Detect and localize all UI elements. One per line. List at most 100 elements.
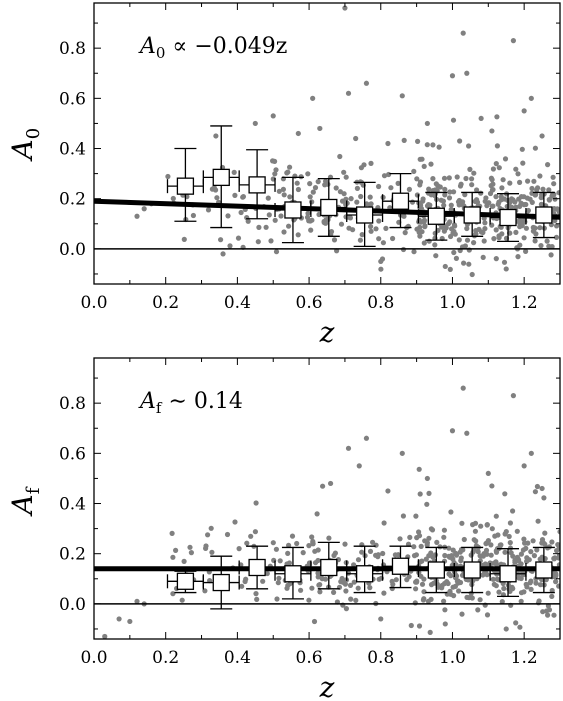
scatter-point xyxy=(417,224,423,230)
scatter-point xyxy=(515,171,521,177)
scatter-point xyxy=(535,518,541,524)
scatter-point xyxy=(480,229,486,236)
scatter-point-outlier xyxy=(460,30,466,36)
scatter-point xyxy=(460,547,466,553)
scatter-point xyxy=(528,549,534,555)
scatter-point xyxy=(208,525,214,531)
bottom-panel-af: 0.0 0.2 0.4 0.6 0.8 1.0 1.20.00.20.40.60.8zAfA… xyxy=(6,357,561,701)
scatter-point-outlier xyxy=(310,95,316,101)
scatter-point xyxy=(463,175,469,182)
y-axis-label-subscript: f xyxy=(23,486,44,494)
scatter-point xyxy=(388,185,394,191)
scatter-point-outlier xyxy=(345,90,352,96)
x-tick-label: 1.2 xyxy=(511,293,538,313)
scatter-point xyxy=(513,166,519,172)
scatter-point xyxy=(493,161,499,167)
scatter-point xyxy=(485,590,491,596)
scatter-point xyxy=(472,520,479,526)
scatter-point xyxy=(343,588,349,594)
scatter-point xyxy=(414,578,420,584)
scatter-point xyxy=(551,555,557,562)
scatter-point xyxy=(464,237,471,243)
scatter-point xyxy=(309,585,315,591)
scatter-point xyxy=(397,536,403,542)
scatter-point xyxy=(188,550,194,556)
scatter-point xyxy=(424,542,430,548)
scatter-point xyxy=(236,546,242,552)
scatter-point xyxy=(353,597,359,604)
scatter-point xyxy=(308,227,314,233)
scatter-point xyxy=(393,577,399,583)
scatter-point xyxy=(531,553,538,559)
axes-frame xyxy=(93,2,561,285)
y-axis-label-var: A xyxy=(6,494,39,517)
scatter-point xyxy=(448,509,454,515)
scatter-point xyxy=(474,187,480,193)
scatter-point xyxy=(545,612,551,618)
scatter-point xyxy=(358,165,364,171)
scatter-point xyxy=(205,207,212,213)
scatter-point xyxy=(348,196,354,202)
scatter-point xyxy=(469,176,475,182)
scatter-point xyxy=(300,550,306,556)
scatter-point xyxy=(272,217,278,223)
scatter-point-outlier xyxy=(528,95,534,101)
scatter-point xyxy=(518,194,525,200)
scatter-point xyxy=(456,197,462,204)
scatter-point xyxy=(254,596,260,603)
scatter-point-outlier xyxy=(220,251,226,257)
scatter-point xyxy=(209,186,215,192)
scatter-point-outlier xyxy=(252,120,258,127)
scatter-point xyxy=(354,199,360,205)
y-tick-label: 0.6 xyxy=(59,89,86,109)
binned-mean-marker xyxy=(212,168,230,187)
scatter-point xyxy=(255,239,261,245)
annotation-relation: ∝ −0.049z xyxy=(165,34,287,59)
scatter-point xyxy=(306,543,312,549)
scatter-point xyxy=(231,169,237,175)
scatter-point xyxy=(375,554,381,560)
scatter-point xyxy=(549,593,555,600)
scatter-point xyxy=(260,578,266,584)
scatter-point xyxy=(348,596,354,602)
scatter-point xyxy=(522,540,528,546)
scatter-point xyxy=(326,535,332,541)
scatter-point xyxy=(368,160,374,166)
annotation-relation: ∼ 0.14 xyxy=(161,389,242,414)
scatter-point xyxy=(373,542,379,548)
scatter-point xyxy=(426,490,432,496)
scatter-point xyxy=(311,618,318,625)
y-axis-label: Af xyxy=(6,486,44,517)
scatter-point xyxy=(481,238,487,244)
scatter-point xyxy=(310,541,316,547)
scatter-point xyxy=(232,519,238,525)
scatter-point xyxy=(418,543,424,550)
scatter-point-outlier xyxy=(342,5,348,11)
top-panel-a0: 0.0 0.2 0.4 0.6 0.8 1.0 1.20.00.20.40.60.8zA0A… xyxy=(6,2,561,349)
scatter-point xyxy=(554,223,560,229)
scatter-point xyxy=(506,533,512,540)
scatter-point xyxy=(445,580,451,587)
scatter-point xyxy=(351,579,357,585)
scatter-point-outlier xyxy=(295,130,301,137)
scatter-point xyxy=(314,511,320,517)
scatter-point xyxy=(423,556,429,562)
scatter-point xyxy=(280,186,286,192)
scatter-point xyxy=(342,581,348,587)
scatter-point xyxy=(441,527,447,533)
scatter-point xyxy=(545,162,551,168)
scatter-point xyxy=(432,242,438,248)
scatter-point xyxy=(376,218,382,224)
scatter-point xyxy=(274,596,280,602)
scatter-point xyxy=(483,541,489,547)
x-axis-label: z xyxy=(319,316,335,349)
scatter-point xyxy=(499,185,505,191)
scatter-point xyxy=(411,553,418,559)
scatter-point xyxy=(556,562,560,568)
scatter-point xyxy=(494,114,500,120)
scatter-point xyxy=(209,549,215,555)
scatter-point xyxy=(376,183,382,190)
scatter-point xyxy=(450,117,457,123)
scatter-point xyxy=(170,195,176,202)
scatter-point xyxy=(546,607,553,613)
